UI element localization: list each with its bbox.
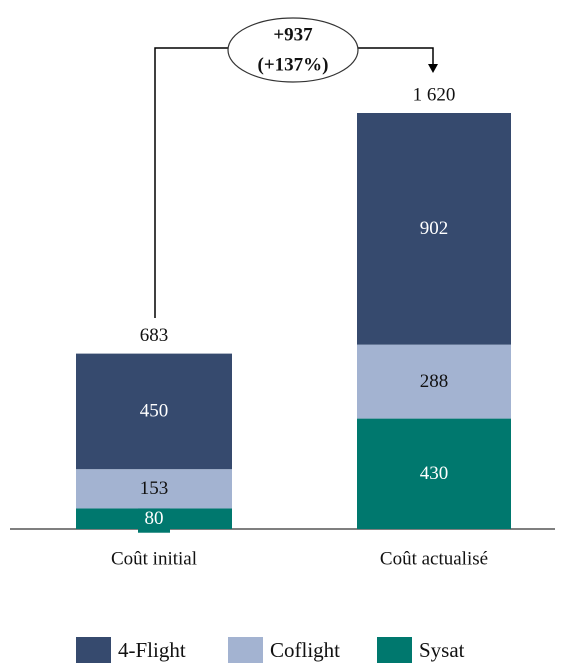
value-label: 450 xyxy=(140,401,169,422)
label-box xyxy=(138,504,170,533)
value-label: 430 xyxy=(420,463,449,484)
bar-segment xyxy=(76,469,232,509)
legend-label: Sysat xyxy=(419,638,465,662)
x-tick-label: Coût actualisé xyxy=(380,548,488,569)
value-label: 153 xyxy=(140,478,169,499)
x-tick-label: Coût initial xyxy=(111,548,197,569)
annotation-line: (+137%) xyxy=(258,54,329,75)
legend-label: 4-Flight xyxy=(118,638,186,662)
legend-swatch xyxy=(76,637,111,663)
annotation-ellipse xyxy=(227,17,359,83)
bar-segment xyxy=(357,418,511,529)
bar-segment xyxy=(357,344,511,419)
bar-segment xyxy=(76,353,232,470)
legend-label: Coflight xyxy=(270,638,340,662)
arrow-right xyxy=(358,47,434,66)
value-label: 288 xyxy=(420,371,449,392)
value-label: 80 xyxy=(145,508,164,529)
legend-swatch xyxy=(228,637,263,663)
annotation-line: +937 xyxy=(273,24,313,45)
total-label: 1 620 xyxy=(413,84,456,105)
value-label: 902 xyxy=(420,218,449,239)
arrow-left xyxy=(154,47,228,318)
legend-swatch xyxy=(377,637,412,663)
total-label: 683 xyxy=(140,325,169,346)
arrow-head xyxy=(428,64,438,73)
bar-segment xyxy=(357,113,511,345)
